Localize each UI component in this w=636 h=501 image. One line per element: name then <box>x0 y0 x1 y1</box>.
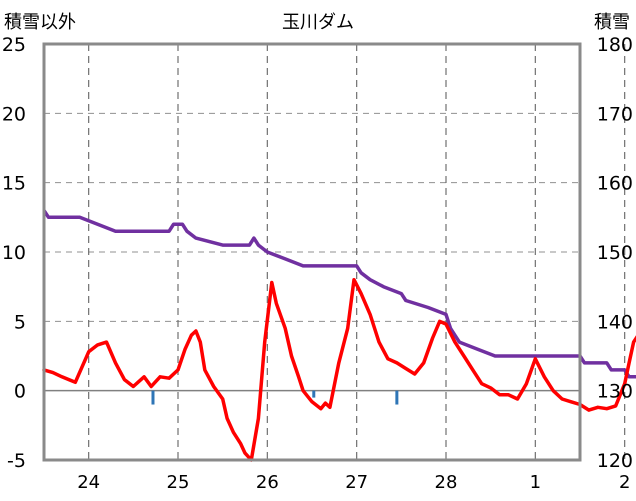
bar <box>395 390 399 405</box>
y-left-tick-label: 20 <box>2 103 26 125</box>
y-right-tick-label: 120 <box>597 450 633 472</box>
y-axis-left: -5 0 5 10 15 20 25 <box>2 34 26 472</box>
y-left-tick-label: 15 <box>2 173 26 195</box>
y-left-tick-label: 0 <box>14 381 26 403</box>
bar <box>151 390 155 405</box>
y-axis-right-label: 積雪 <box>594 12 630 33</box>
y-right-tick-label: 180 <box>597 34 633 56</box>
x-tick-label: 26 <box>256 472 279 493</box>
y-right-tick-label: 170 <box>597 103 633 125</box>
snow-depth-series <box>42 209 636 379</box>
y-right-tick-label: 160 <box>597 173 633 195</box>
snow-depth-line <box>42 209 636 379</box>
x-tick-label: 1 <box>530 472 541 493</box>
other-line <box>42 277 636 462</box>
plot-frame <box>42 42 582 462</box>
y-right-tick-label: 150 <box>597 242 633 264</box>
x-axis: 242526272812345 <box>77 472 630 493</box>
x-tick-label: 27 <box>345 472 368 493</box>
x-tick-label: 2 <box>619 472 630 493</box>
y-left-tick-label: 5 <box>14 311 26 333</box>
chart-title: 玉川ダム <box>282 12 354 33</box>
y-axis-right: 120 130 140 150 160 170 180 <box>597 34 633 472</box>
y-left-tick-label: -5 <box>7 450 26 472</box>
y-right-tick-label: 130 <box>597 381 633 403</box>
other-series <box>42 277 636 462</box>
x-tick-label: 28 <box>435 472 458 493</box>
y-left-tick-label: 10 <box>2 242 26 264</box>
y-right-tick-label: 140 <box>597 311 633 333</box>
x-tick-label: 25 <box>167 472 190 493</box>
x-tick-label: 24 <box>77 472 100 493</box>
y-axis-left-label: 積雪以外 <box>4 12 76 33</box>
bar <box>312 390 316 398</box>
bar-series <box>151 390 399 405</box>
y-left-tick-label: 25 <box>2 34 26 56</box>
